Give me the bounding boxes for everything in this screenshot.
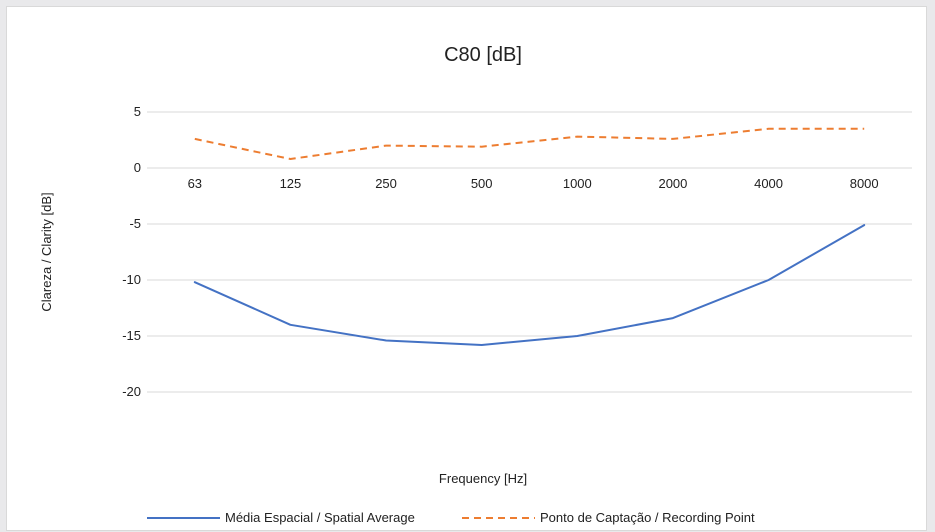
y-axis-label: Clareza / Clarity [dB] <box>39 192 54 311</box>
gridlines <box>147 111 912 393</box>
c80-line-chart: C80 [dB] Clareza / Clarity [dB] Frequenc… <box>39 44 912 525</box>
y-tick-label: -5 <box>129 216 141 231</box>
y-tick-label: -20 <box>122 384 141 399</box>
y-tick-label: 0 <box>134 160 141 175</box>
x-axis-label: Frequency [Hz] <box>439 471 527 486</box>
y-tick-label: 5 <box>134 104 141 119</box>
x-tick-labels: 63 125 250 500 1000 2000 4000 8000 <box>188 176 879 191</box>
x-tick-label: 250 <box>375 176 397 191</box>
legend: Média Espacial / Spatial Average Ponto de… <box>147 510 755 525</box>
x-tick-label: 1000 <box>563 176 592 191</box>
series-lines <box>193 127 866 346</box>
legend-label: Ponto de Captação / Recording Point <box>540 510 755 525</box>
x-tick-label: 63 <box>188 176 202 191</box>
series-line-spatial-average <box>193 224 866 346</box>
legend-label: Média Espacial / Spatial Average <box>225 510 415 525</box>
x-tick-label: 125 <box>280 176 302 191</box>
chart-title: C80 [dB] <box>444 44 522 66</box>
chart-frame: C80 [dB] Clareza / Clarity [dB] Frequenc… <box>6 6 927 531</box>
series-line-recording-point <box>194 127 865 160</box>
x-tick-label: 2000 <box>658 176 687 191</box>
x-tick-label: 500 <box>471 176 493 191</box>
y-tick-label: -15 <box>122 328 141 343</box>
y-tick-label: -10 <box>122 272 141 287</box>
y-tick-labels: 5 0 -5 -10 -15 -20 <box>122 104 141 399</box>
x-tick-label: 4000 <box>754 176 783 191</box>
x-tick-label: 8000 <box>850 176 879 191</box>
